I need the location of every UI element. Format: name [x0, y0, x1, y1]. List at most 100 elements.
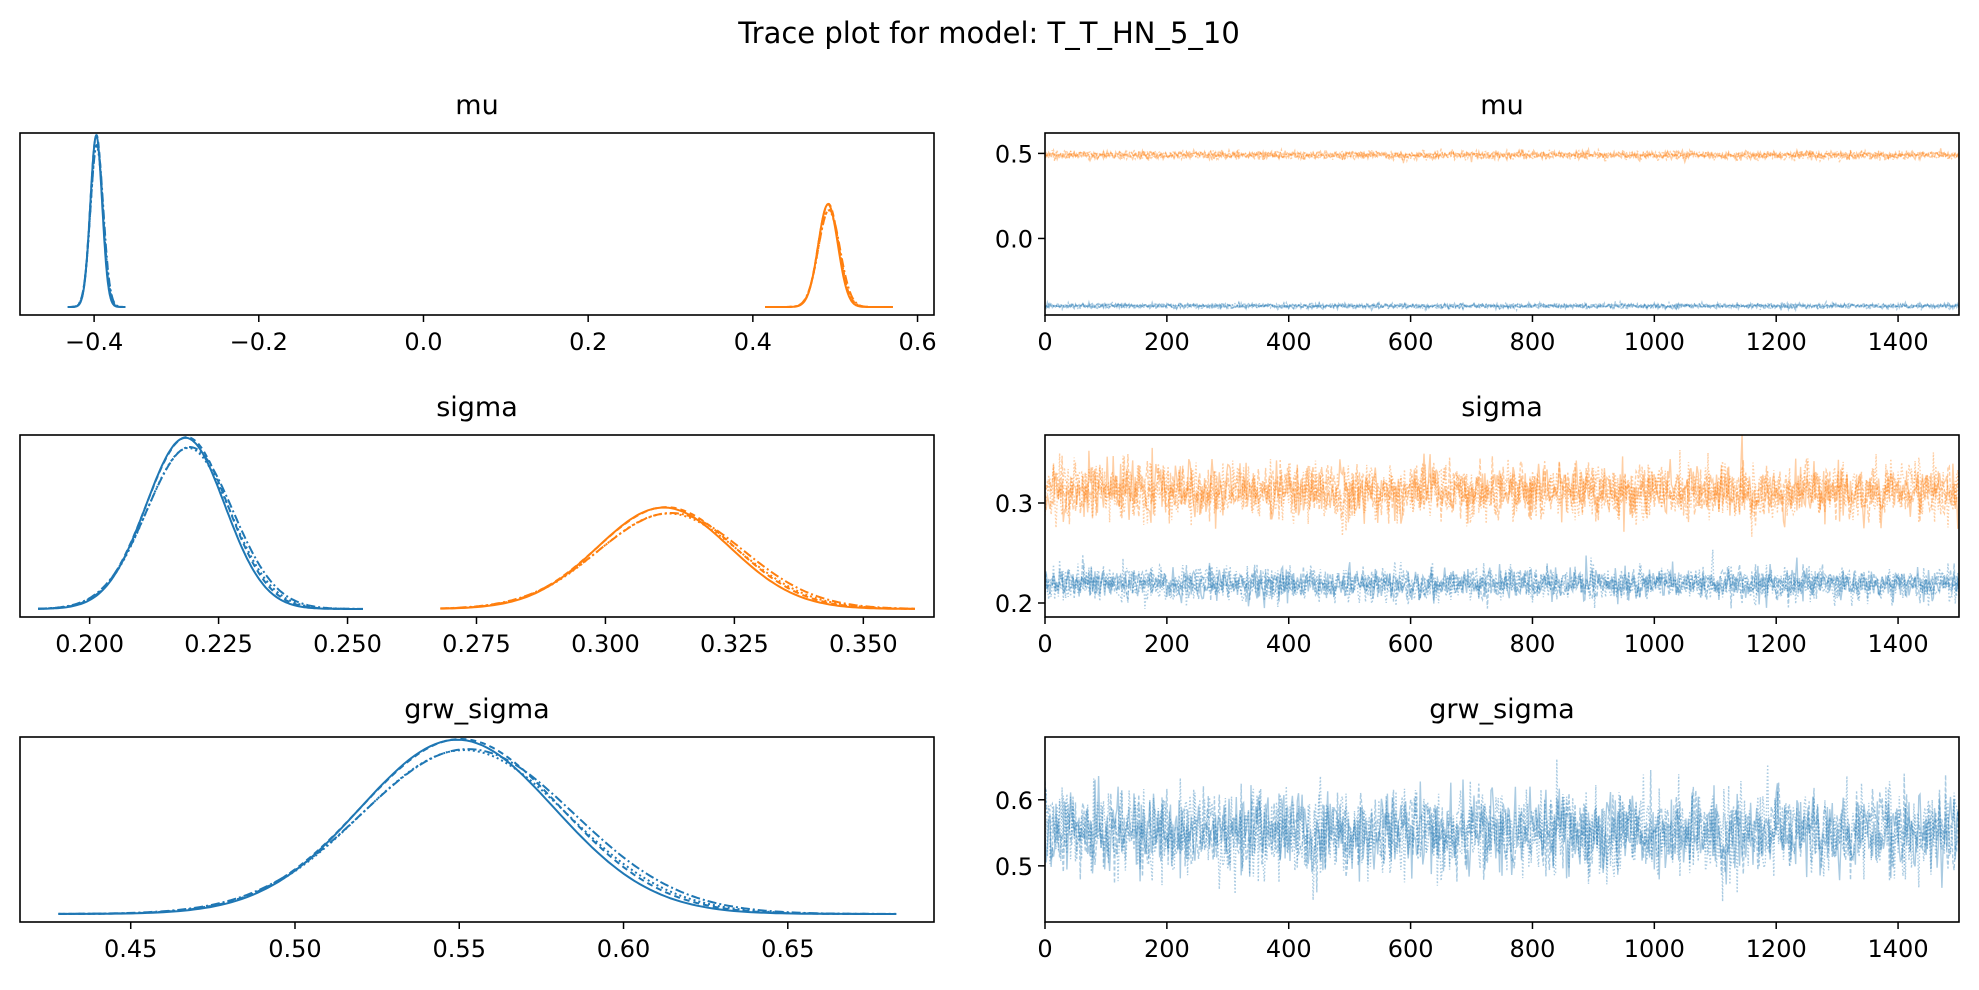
y-tick-label: 0.6 — [995, 787, 1033, 815]
x-tick-label: 0.6 — [898, 328, 936, 356]
panel-title: sigma — [436, 392, 518, 423]
plot-area — [38, 436, 915, 610]
x-tick-label: −0.4 — [65, 328, 123, 356]
y-tick-label: 0.5 — [995, 853, 1033, 881]
axes-frame — [1044, 434, 1960, 618]
x-tick-label: 0 — [1037, 630, 1052, 658]
density-line-1-chain-3 — [58, 748, 897, 915]
x-tick-label: 0.250 — [313, 630, 382, 658]
panel-title: mu — [455, 90, 498, 121]
trace-line-2-chain-2 — [1045, 555, 1959, 609]
x-tick-label: 1000 — [1624, 328, 1685, 356]
trace-line-1-chain-4 — [1045, 759, 1959, 894]
x-tick-label: 800 — [1510, 630, 1556, 658]
x-tick-label: 1200 — [1746, 935, 1807, 963]
plot-area — [67, 133, 893, 308]
trace-line-2-chain-1 — [1045, 555, 1959, 609]
density-line-1-chain-1 — [67, 134, 126, 308]
x-tick-label: 200 — [1144, 328, 1190, 356]
x-tick-label: 400 — [1266, 630, 1312, 658]
axes-frame — [1044, 132, 1960, 316]
panel-trace-mu: mu 0.5 0.0 0 200 400 600 800 1000 1200 1400 — [995, 90, 1960, 356]
density-line-1-chain-2 — [38, 436, 363, 610]
x-tick-label: 0.50 — [268, 935, 321, 963]
x-tick-label: 0.45 — [104, 935, 157, 963]
density-line-1-chain-4 — [38, 445, 363, 610]
density-line-2-chain-2 — [765, 202, 893, 308]
x-tick-label: 0.0 — [404, 328, 442, 356]
x-tick-label: 200 — [1144, 630, 1190, 658]
trace-line-1-chain-4 — [1045, 452, 1959, 537]
trace-line-1-chain-1 — [1045, 146, 1959, 165]
axes-frame — [19, 434, 935, 618]
trace-line-1-chain-1 — [1045, 775, 1959, 888]
x-tick-label: 800 — [1510, 935, 1556, 963]
panel-density-mu: mu −0.4 −0.2 0.0 0.2 0.4 0.6 — [19, 90, 937, 356]
x-tick-label: 1400 — [1868, 630, 1929, 658]
trace-line-2-chain-4 — [1045, 299, 1959, 313]
axes-frame — [19, 132, 935, 316]
x-tick-label: −0.2 — [230, 328, 288, 356]
density-line-1-chain-3 — [38, 446, 363, 610]
trace-line-1-chain-2 — [1045, 147, 1959, 164]
plot-area — [1045, 759, 1959, 902]
x-tick-label: 200 — [1144, 935, 1190, 963]
plot-area — [1045, 146, 1959, 313]
density-line-2-chain-3 — [440, 512, 915, 610]
panel-title: mu — [1480, 90, 1523, 121]
x-tick-label: 1000 — [1624, 630, 1685, 658]
density-line-1-chain-4 — [58, 748, 897, 915]
plot-area — [1045, 435, 1959, 610]
density-line-2-chain-4 — [440, 512, 915, 610]
density-line-2-chain-4 — [765, 208, 893, 308]
trace-line-1-chain-2 — [1045, 453, 1959, 526]
panel-trace-sigma: sigma 0.3 0.20 200 400 600 800 1000 1200 1400 — [995, 392, 1960, 658]
density-line-2-chain-2 — [440, 506, 915, 610]
trace-line-1-chain-2 — [1045, 769, 1959, 893]
x-tick-label: 0.200 — [55, 630, 124, 658]
density-line-1-chain-1 — [38, 436, 363, 610]
axes-frame — [1044, 736, 1960, 923]
x-tick-label: 600 — [1388, 935, 1434, 963]
x-tick-label: 0.225 — [184, 630, 253, 658]
panel-title: grw_sigma — [1429, 694, 1574, 725]
x-tick-label: 0.350 — [829, 630, 898, 658]
x-tick-label: 1000 — [1624, 935, 1685, 963]
trace-line-2-chain-4 — [1045, 549, 1959, 609]
x-tick-label: 1200 — [1746, 630, 1807, 658]
density-line-1-chain-1 — [58, 738, 897, 915]
panel-title: grw_sigma — [404, 694, 549, 725]
density-line-2-chain-1 — [440, 506, 915, 610]
panel-trace-grw-sigma: grw_sigma 0.6 0.5 0 200 400 600 800 1000 1200 1400 — [995, 694, 1960, 963]
x-tick-label: 1400 — [1868, 328, 1929, 356]
x-tick-label: 0.2 — [569, 328, 607, 356]
y-tick-label: 0.5 — [995, 140, 1033, 168]
x-tick-label: 800 — [1510, 328, 1556, 356]
density-line-1-chain-3 — [67, 144, 126, 308]
x-tick-label: 0 — [1037, 935, 1052, 963]
density-line-2-chain-1 — [765, 203, 893, 308]
x-tick-label: 400 — [1266, 328, 1312, 356]
density-line-1-chain-2 — [67, 133, 126, 308]
trace-line-2-chain-2 — [1045, 299, 1959, 313]
x-tick-label: 600 — [1388, 630, 1434, 658]
panels: mu −0.4 −0.2 0.0 0.2 0.4 0.6 mu 0.5 0.0 0 200 400 600… — [19, 90, 1960, 963]
x-tick-label: 600 — [1388, 328, 1434, 356]
trace-line-1-chain-3 — [1045, 449, 1959, 531]
x-tick-label: 0.325 — [700, 630, 769, 658]
density-line-1-chain-4 — [67, 143, 126, 308]
panel-density-grw-sigma: grw_sigma 0.45 0.50 0.55 0.60 0.65 — [19, 694, 935, 963]
x-tick-label: 0.300 — [571, 630, 640, 658]
x-tick-label: 0.60 — [597, 935, 650, 963]
y-tick-label: 0.3 — [995, 490, 1033, 518]
x-tick-label: 1200 — [1746, 328, 1807, 356]
trace-line-2-chain-1 — [1045, 299, 1959, 313]
x-tick-label: 0.55 — [433, 935, 486, 963]
trace-line-1-chain-1 — [1045, 435, 1959, 532]
trace-line-1-chain-3 — [1045, 774, 1959, 902]
x-tick-label: 1400 — [1868, 935, 1929, 963]
x-tick-label: 0 — [1037, 328, 1052, 356]
panel-title: sigma — [1461, 392, 1543, 423]
y-tick-label: 0.2 — [995, 590, 1033, 618]
figure-title: Trace plot for model: T_T_HN_5_10 — [737, 16, 1240, 50]
